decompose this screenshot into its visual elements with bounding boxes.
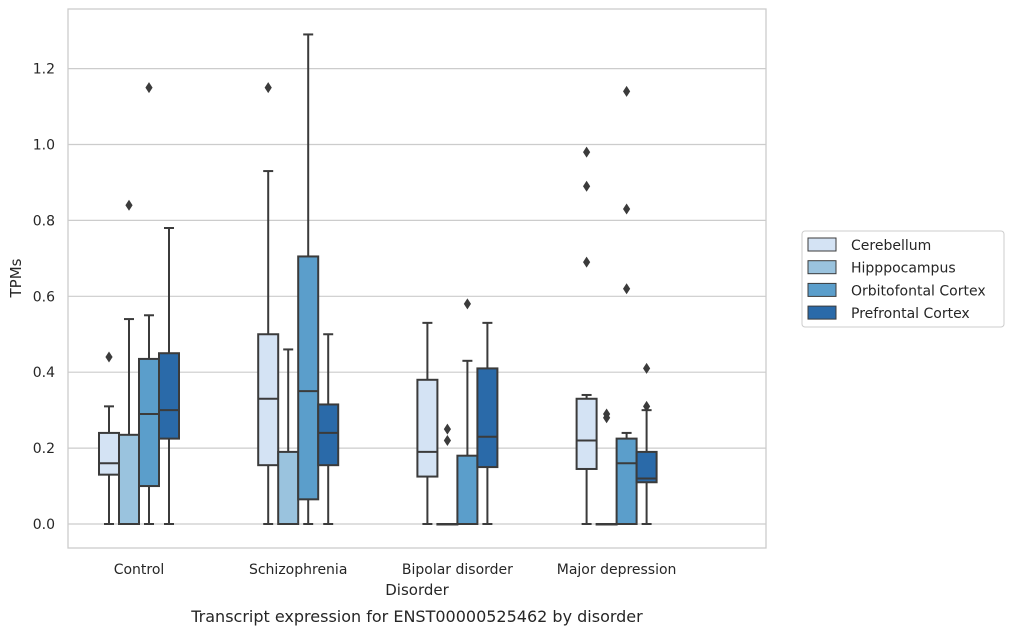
box-orbitofontal-cortex [297, 33, 320, 525]
x-tick-labels: Control Schizophrenia Bipolar disorder Majo… [114, 562, 677, 578]
y-tick-label: 0.6 [33, 289, 55, 305]
outlier-point [264, 82, 272, 94]
box-orbitofontal-cortex [138, 82, 160, 525]
outlier-point [105, 351, 113, 363]
y-tick-label: 0.8 [33, 213, 55, 229]
x-tick-label: Major depression [557, 562, 677, 578]
x-axis-title: Disorder [385, 581, 449, 599]
box-iqr [575, 397, 598, 470]
box-plots [98, 33, 658, 526]
box-iqr [456, 454, 479, 525]
y-tick-label: 1.0 [33, 138, 55, 154]
box-prefrontal-cortex [158, 226, 180, 525]
outlier-point [443, 435, 451, 447]
outlier-point [583, 256, 591, 268]
box-cerebellum [416, 321, 439, 525]
box-prefrontal-cortex [476, 321, 499, 525]
box-iqr [317, 403, 340, 467]
legend-swatch [807, 305, 837, 320]
y-tick-label: 1.2 [33, 62, 55, 78]
y-tick-label: 0.2 [33, 441, 55, 457]
box-iqr [615, 437, 638, 525]
legend-swatch [807, 237, 837, 252]
outlier-point [623, 85, 631, 97]
legend-label: Orbitofontal Cortex [851, 283, 986, 299]
outlier-point [443, 423, 451, 435]
legend-frame [801, 230, 1005, 328]
box-iqr [118, 433, 140, 526]
outlier-point [643, 362, 651, 374]
box-iqr [98, 431, 120, 476]
plot-frame [67, 8, 767, 549]
box-iqr [476, 367, 499, 469]
box-orbitofontal-cortex [456, 298, 479, 525]
box-iqr [158, 352, 180, 440]
x-tick-label: Control [114, 562, 165, 578]
outlier-point [125, 199, 133, 211]
y-axis-title: TPMs [7, 258, 25, 298]
outlier-point [583, 180, 591, 192]
box-iqr [277, 450, 300, 525]
box-hipppocampus [118, 199, 140, 526]
box-iqr [635, 450, 658, 484]
y-tick-labels: 0.0 0.2 0.4 0.6 0.8 1.0 1.2 [33, 62, 55, 533]
outlier-point [603, 408, 611, 420]
legend-label: Hipppocampus [851, 261, 956, 277]
box-cerebellum [575, 146, 598, 525]
outlier-point [643, 400, 651, 412]
legend-label: Cerebellum [851, 238, 931, 254]
box-prefrontal-cortex [317, 333, 340, 525]
legend-label: Prefrontal Cortex [851, 306, 970, 322]
x-tick-label: Bipolar disorder [402, 562, 513, 578]
legend-swatch [807, 282, 837, 297]
y-tick-label: 0.4 [33, 365, 55, 381]
outlier-point [145, 82, 153, 94]
box-prefrontal-cortex [635, 362, 658, 525]
outlier-point [463, 298, 471, 310]
x-tick-label: Schizophrenia [249, 562, 347, 578]
outlier-point [623, 283, 631, 295]
box-iqr [416, 378, 439, 478]
box-cerebellum [98, 351, 120, 525]
box-cerebellum [257, 82, 280, 525]
legend: Cerebellum Hipppocampus Orbitofontal Corte… [801, 230, 1005, 328]
y-tick-label: 0.0 [33, 517, 55, 533]
chart-caption: Transcript expression for ENST0000052546… [190, 607, 643, 626]
legend-swatch [807, 260, 837, 275]
outlier-point [623, 203, 631, 215]
outlier-point [583, 146, 591, 158]
box-iqr [297, 255, 320, 501]
box-iqr [138, 357, 160, 488]
